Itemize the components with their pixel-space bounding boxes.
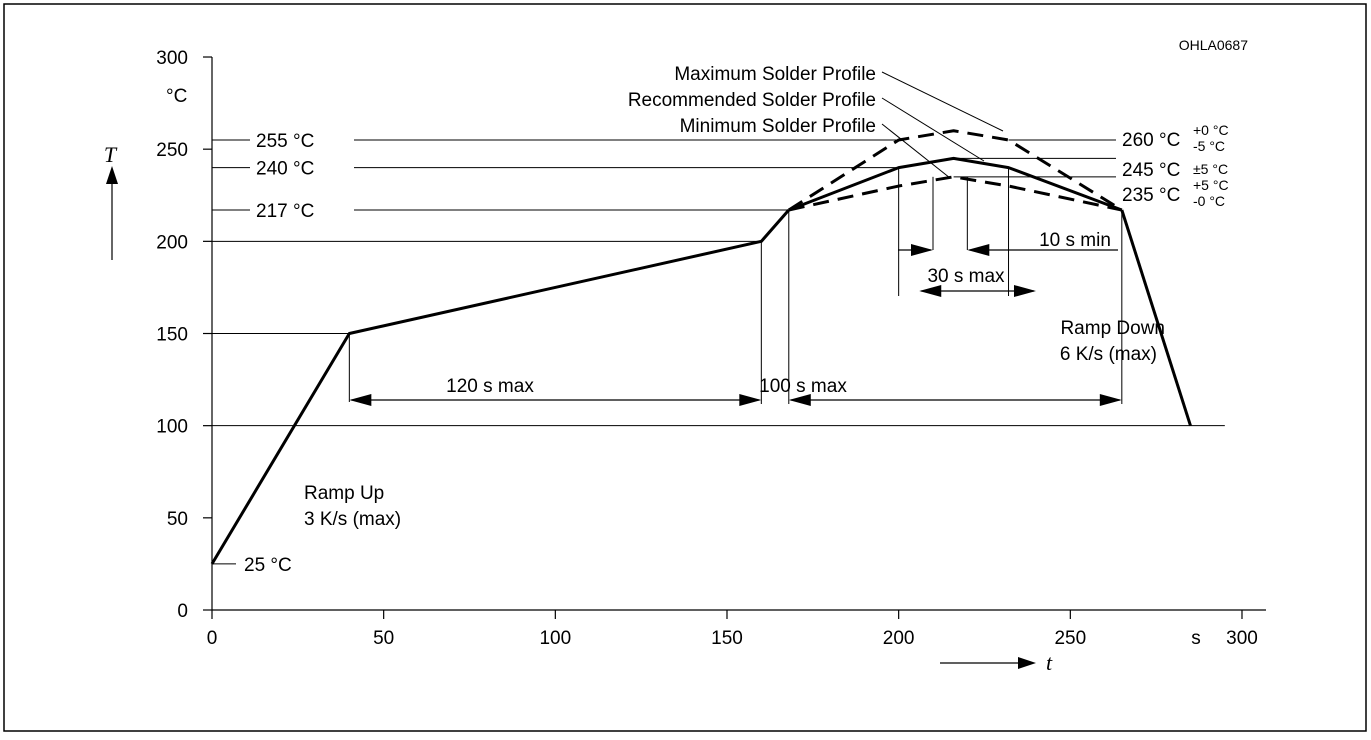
series-label: Minimum Solder Profile [680,116,876,137]
ref-label-bg [250,153,354,180]
series-line [788,175,1123,212]
dim-30s-arrow-right [1013,285,1036,297]
y-tick-label: 300 [156,48,188,69]
series-leader-line [881,97,985,162]
peak-value-label: 260 °C [1122,130,1180,151]
series-label: Recommended Solder Profile [628,90,876,111]
y-tick-label: 100 [156,417,188,438]
dim-10s-arrow-left [910,244,933,256]
dim-30s-arrow-left [919,285,942,297]
ref-line-label: 255 °C [256,131,314,152]
peak-tolerance-minus: -0 °C [1193,193,1225,209]
x-tick-label: 100 [539,628,571,649]
x-axis-symbol: t [1046,650,1053,675]
dim-100s-arrow-right [1099,394,1122,406]
ref-line-label: 25 °C [244,555,292,576]
peak-tolerance-plus: +5 °C [1193,177,1229,193]
dim-120s-arrow-left [349,394,372,406]
x-tick-label: 0 [207,628,218,649]
x-tick-label: 150 [711,628,743,649]
series-line [787,129,1123,212]
y-axis-arrowhead [106,166,118,184]
peak-value-label: 235 °C [1122,185,1180,206]
ramp-up-rate-label: 3 K/s (max) [304,509,401,530]
axes: 0 50 100 150 200 250 300 0 50 100 150 200 250 300 °C… [104,48,1266,675]
ramp-down-line [1120,209,1192,427]
y-tick-label: 50 [167,509,188,530]
x-axis-arrowhead [1018,657,1036,669]
dimension-label: 10 s min [1039,230,1111,251]
series-label: Maximum Solder Profile [674,64,876,85]
x-tick-label: 200 [883,628,915,649]
ramp-up-label: Ramp Up [304,483,384,504]
x-tick-label: 50 [373,628,394,649]
peak-tolerance-plus: +0 °C [1193,122,1229,138]
ref-label-bg [238,549,342,576]
ref-label-bg [250,196,354,223]
peak-value-label: 245 °C [1122,160,1180,181]
x-axis-unit: s [1191,628,1201,649]
y-axis-symbol: T [104,142,118,167]
figure-code: OHLA0687 [1179,37,1248,53]
series-leader-line [881,71,1004,132]
dim-10s-arrow-right [967,244,990,256]
ref-label-bg [250,125,354,152]
y-tick-label: 0 [177,601,188,622]
series-line [788,156,1123,212]
ramp-down-rate-label: 6 K/s (max) [1060,344,1157,365]
series-leader-line [881,123,951,179]
peak-tolerance: ±5 °C [1193,161,1228,177]
dim-120s-arrow-right [739,394,762,406]
peak-tolerance-minus: -5 °C [1193,138,1225,154]
base-profile-line [210,209,790,565]
dimension-label: 120 s max [446,376,534,397]
ref-line-label: 240 °C [256,159,314,180]
y-tick-label: 150 [156,325,188,346]
x-tick-label: 300 [1226,628,1258,649]
dimension-label: 100 s max [759,376,847,397]
dimension-label: 30 s max [927,266,1005,287]
ramp-down-label: Ramp Down [1060,318,1165,339]
outer-border [3,3,1367,732]
dim-100s-arrow-left [788,394,811,406]
y-tick-label: 250 [156,140,188,161]
y-tick-label: 200 [156,232,188,253]
x-tick-label: 250 [1054,628,1086,649]
ref-line-label: 217 °C [256,201,314,222]
y-axis-unit: °C [166,86,187,107]
